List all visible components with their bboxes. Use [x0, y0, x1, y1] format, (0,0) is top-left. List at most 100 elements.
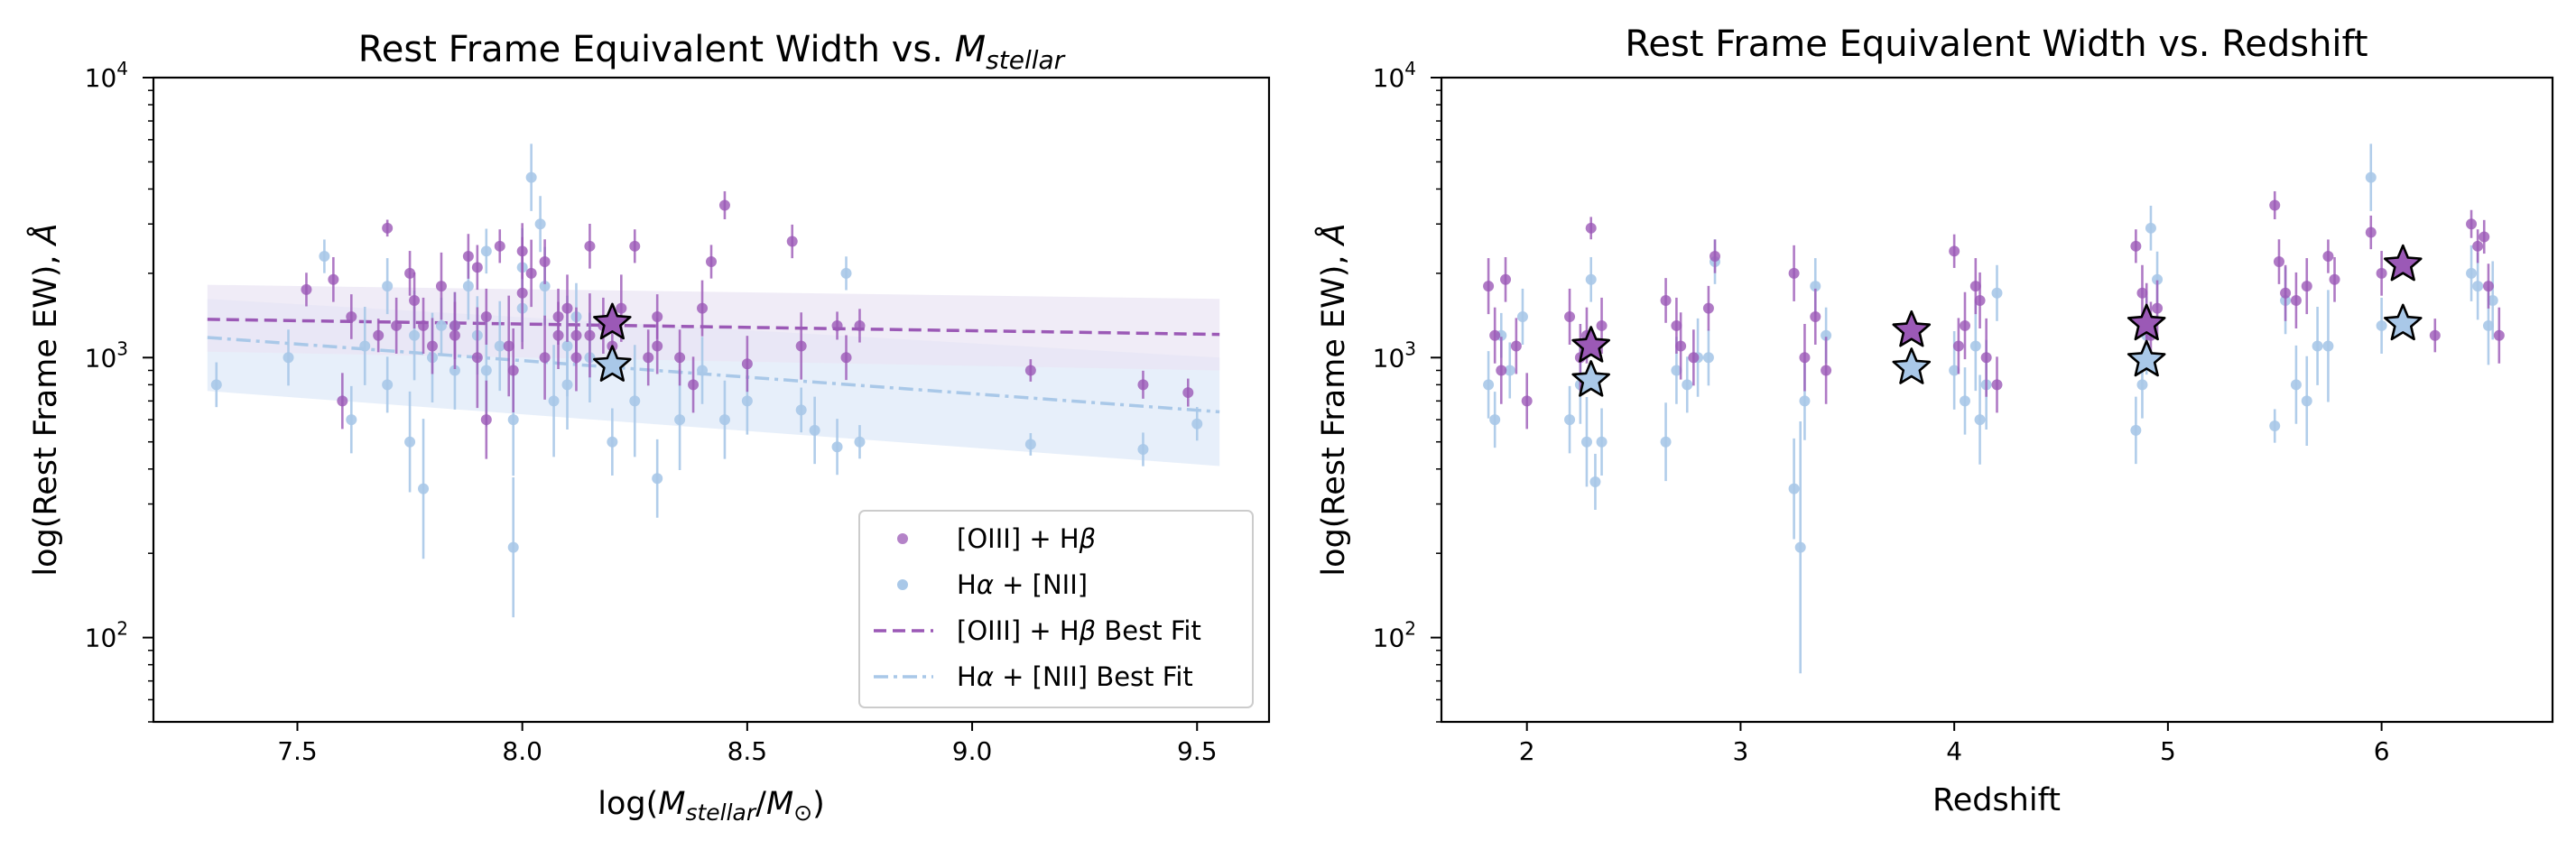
left-x-tick-label: 8.0 [502, 736, 542, 766]
left-chart-title: Rest Frame Equivalent Width vs. Mstellar [358, 29, 1066, 75]
oiii-data-point [1969, 281, 1981, 292]
ha-data-point [1489, 414, 1501, 426]
oiii-data-point [2493, 329, 2505, 341]
ha-data-point [2136, 379, 2148, 391]
oiii-data-point [1788, 267, 1800, 279]
ha-data-point [718, 414, 730, 426]
ha-data-point [2365, 171, 2377, 183]
left-y-axis-label: log(Rest Frame EW), Å [25, 223, 64, 576]
ha-data-point [2466, 267, 2478, 279]
ha-data-point [1949, 365, 1960, 376]
ha-data-point [507, 414, 519, 426]
ha-data-point [831, 441, 843, 453]
left-x-tick-label: 9.0 [952, 736, 993, 766]
ha-data-point [840, 267, 852, 279]
ha-data-point [1585, 273, 1597, 285]
ha-data-point [2301, 395, 2312, 407]
oiii-data-point [629, 240, 641, 252]
oiii-data-point [373, 329, 385, 341]
oiii-data-point [831, 319, 843, 331]
right-x-tick-label: 6 [2374, 736, 2390, 766]
ha-data-point [435, 319, 447, 331]
right-y-tick-label: 102 [1373, 618, 1416, 653]
oiii-data-point [2482, 281, 2494, 292]
ha-data-point [741, 395, 753, 407]
legend-oiii-label: [OIII] + Hβ [957, 523, 1096, 554]
ha-data-point [697, 365, 709, 376]
right-x-axis-label: Redshift [1932, 782, 2061, 818]
oiii-data-point [435, 281, 447, 292]
ha-data-point [1959, 395, 1970, 407]
oiii-data-point [697, 302, 709, 314]
oiii-data-point [795, 340, 807, 352]
ha-data-point [409, 329, 421, 341]
ha-data-point [210, 379, 222, 391]
ha-data-point [2376, 319, 2387, 331]
right-x-tick-label: 3 [1733, 736, 1749, 766]
oiii-data-point [1564, 310, 1576, 322]
oiii-data-point [2329, 273, 2340, 285]
oiii-data-point [741, 358, 753, 370]
ha-data-point [404, 436, 416, 448]
oiii-data-point [1500, 273, 1512, 285]
ha-data-point [359, 340, 371, 352]
oiii-data-point [2479, 231, 2490, 243]
ha-data-point [607, 436, 618, 448]
ha-data-point [462, 281, 474, 292]
oiii-data-point [1980, 352, 1992, 364]
ha-data-point [1483, 379, 1495, 391]
ha-data-point [1589, 476, 1601, 487]
ha-data-point [382, 379, 394, 391]
oiii-data-point [471, 352, 483, 364]
ha-data-point [1024, 439, 1036, 450]
ha-data-point [1702, 352, 1714, 364]
oiii-data-point [346, 310, 357, 322]
oiii-data-point [418, 319, 430, 331]
oiii-data-point [337, 395, 348, 407]
oiii-data-point [688, 379, 700, 391]
legend-ha-label: Hα + [NII] [957, 569, 1088, 600]
ha-data-point [1794, 541, 1806, 553]
left-x-tick-label: 7.5 [277, 736, 318, 766]
ha-data-point [1596, 436, 1608, 448]
ha-data-point [418, 483, 430, 494]
oiii-data-point [2376, 267, 2387, 279]
ha-data-point [652, 473, 663, 485]
oiii-data-point [525, 267, 537, 279]
ha-data-point [534, 218, 546, 230]
ha-data-point [809, 424, 820, 436]
ha-data-point [1580, 436, 1592, 448]
oiii-data-point [718, 199, 730, 211]
ha-data-point [346, 414, 357, 426]
oiii-data-point [409, 294, 421, 306]
purple-stacked-star [1571, 326, 1610, 363]
right-y-tick-label: 104 [1373, 58, 1416, 93]
oiii-data-point [643, 352, 654, 364]
oiii-data-point [652, 340, 663, 352]
oiii-data-point [494, 240, 505, 252]
right-y-axis-label: log(Rest Frame EW), Å [1313, 223, 1352, 576]
ha-data-point [525, 171, 537, 183]
left-plot-frame [152, 76, 1271, 724]
left-stacked-stars [593, 302, 632, 382]
left-x-axis-label: log(Mstellar/M⊙) [598, 786, 825, 826]
oiii-data-point [2152, 302, 2164, 314]
left-y-tick-label: 103 [85, 337, 128, 373]
ha-data-point [2312, 340, 2323, 352]
oiii-best-fit-line [207, 318, 1220, 337]
oiii-data-point [1671, 319, 1682, 331]
oiii-data-point [480, 310, 492, 322]
blue-stacked-star [2127, 339, 2166, 377]
oiii-data-point [706, 256, 717, 268]
oiii-data-point [1974, 294, 1986, 306]
purple-stacked-star [593, 302, 632, 340]
legend-oiii-fit-label: [OIII] + Hβ Best Fit [957, 615, 1201, 646]
oiii-data-point [539, 256, 551, 268]
oiii-fit-band [207, 284, 1220, 371]
blue-stacked-star [2384, 303, 2423, 341]
oiii-data-point [2472, 240, 2484, 252]
oiii-data-point [570, 352, 582, 364]
ha-data-point [283, 352, 294, 364]
right-x-tick-label: 2 [1519, 736, 1535, 766]
